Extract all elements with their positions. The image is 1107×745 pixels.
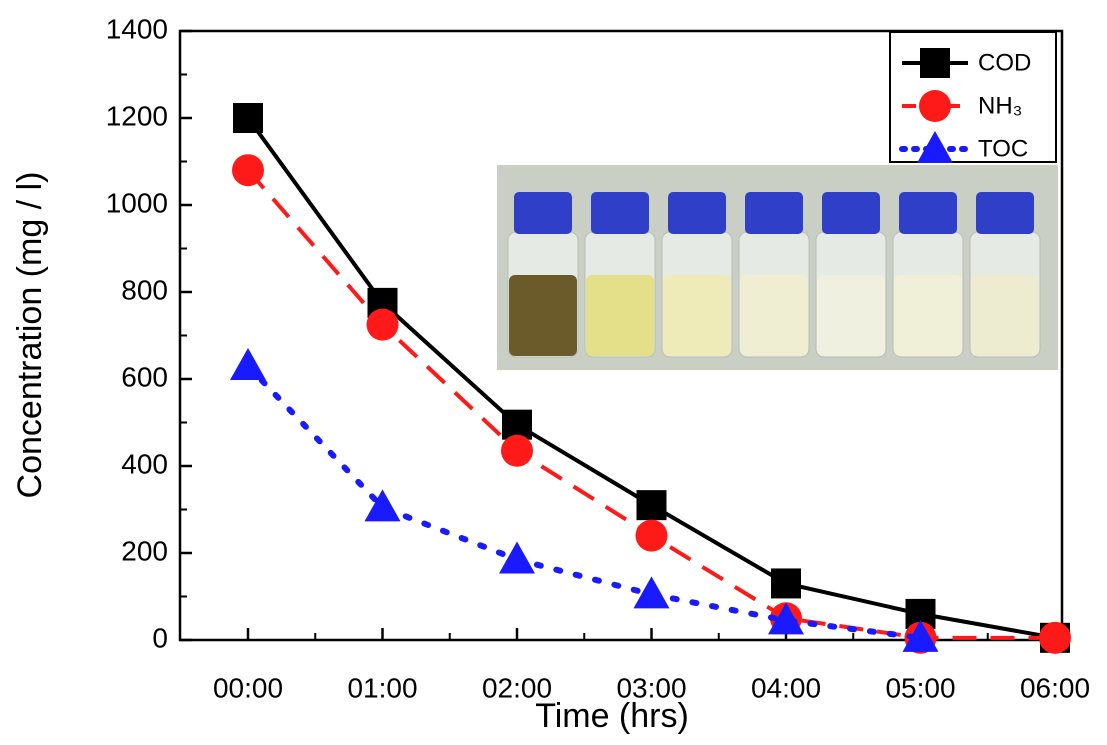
inset-photo [497,165,1058,370]
marker [366,308,399,341]
series-line [245,362,924,641]
legend-box [889,31,1057,163]
y-tick-label: 400 [121,448,168,479]
y-tick-label: 1000 [106,187,168,218]
y-tick-label: 600 [121,361,168,392]
x-tick-label: 02:00 [482,672,552,703]
legend-label: COD [978,49,1031,76]
x-tick-label: 03:00 [616,672,686,703]
marker [233,103,263,133]
marker [633,576,670,609]
bottle-cap [899,192,957,234]
legend-label: NH₃ [978,92,1022,119]
marker [364,489,401,522]
bottle-cap [745,192,803,234]
marker [502,409,532,440]
x-tick-label: 04:00 [751,672,821,703]
marker [636,490,667,521]
marker [768,602,804,635]
marker [771,568,801,599]
x-axis-title: Time (hrs) [535,697,689,735]
marker [230,347,266,380]
y-tick-label: 1400 [106,13,168,44]
bottle-liquid [586,275,654,356]
marker [635,519,668,552]
x-tick-label: 06:00 [1020,672,1090,703]
marker [501,434,533,467]
bottle-liquid [663,275,731,356]
y-tick-label: 200 [121,535,168,566]
x-tick-label: 05:00 [885,672,955,703]
bottle-cap [591,192,649,234]
bottle-liquid [509,275,577,356]
x-tick-label: 00:00 [213,672,283,703]
bottle-liquid [817,275,885,356]
marker [499,541,535,574]
bottle-liquid [894,275,962,356]
x-tick-label: 01:00 [347,672,417,703]
marker [902,619,939,652]
y-tick-label: 0 [152,622,168,653]
bottle-liquid [971,275,1039,356]
legend-marker [920,48,950,78]
legend-marker [917,131,953,163]
marker [1039,621,1071,654]
bottle-cap [822,192,880,234]
marker [232,154,264,187]
bottle-cap [976,192,1034,234]
bottle-cap [514,192,572,234]
legend-label: TOC [978,135,1028,162]
legend-marker [919,90,951,122]
bottle-liquid [740,275,808,356]
y-axis-title: Concentration (mg / l) [11,172,49,499]
y-tick-label: 1200 [106,100,168,131]
bottle-cap [668,192,726,234]
y-tick-label: 800 [121,274,168,305]
